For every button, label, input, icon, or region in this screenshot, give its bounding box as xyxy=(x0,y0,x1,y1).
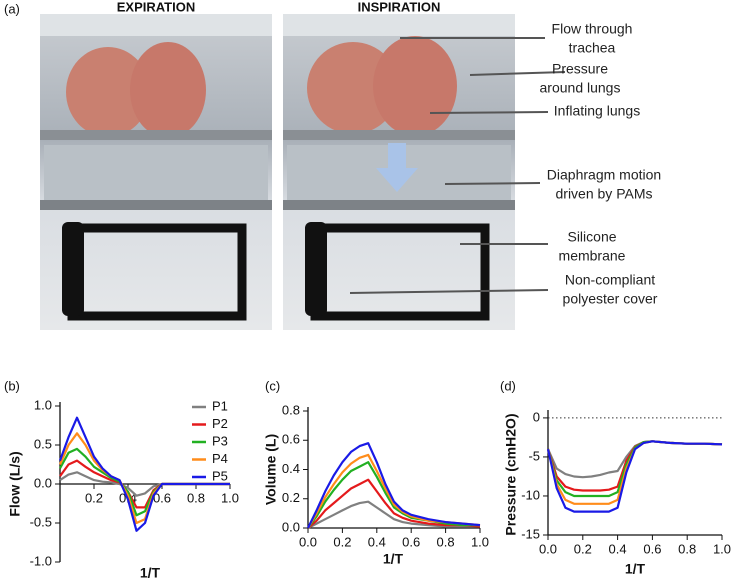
x-tick-label: 0.4 xyxy=(368,534,386,549)
photo-expiration xyxy=(40,14,272,330)
x-tick-label: 0.8 xyxy=(437,534,455,549)
legend-label: P3 xyxy=(212,433,228,448)
legend-label: P1 xyxy=(212,398,228,413)
y-tick-label: 0.4 xyxy=(282,461,300,476)
y-axis-title: Volume (L) xyxy=(263,434,279,505)
data-line xyxy=(546,440,723,513)
y-tick-label: 0.0 xyxy=(34,475,52,490)
photo-heading: INSPIRATION xyxy=(358,0,441,14)
data-line xyxy=(58,416,230,532)
x-tick-label: 0.6 xyxy=(643,541,661,556)
x-tick-label: 1.0 xyxy=(713,541,731,556)
x-axis-title: 1/T xyxy=(140,565,161,578)
y-axis-title: Flow (L/s) xyxy=(7,451,23,516)
legend-label: P5 xyxy=(212,468,228,483)
y-tick-label: 0.0 xyxy=(282,519,300,534)
panel-label: (c) xyxy=(265,378,280,393)
photo-inspiration xyxy=(283,14,515,330)
y-tick-label: -10 xyxy=(521,487,540,502)
y-tick-label: 0.5 xyxy=(34,436,52,451)
annotations: Flow through trachea Pressure around lungs I… xyxy=(540,21,662,307)
x-axis-title: 1/T xyxy=(625,561,646,577)
x-tick-label: 0.6 xyxy=(153,490,171,505)
y-tick-label: -0.5 xyxy=(30,514,52,529)
annotation: membrane xyxy=(559,248,626,264)
x-tick-label: 0.0 xyxy=(539,541,557,556)
annotation: Non-compliant xyxy=(565,272,655,288)
photo-heading: EXPIRATION xyxy=(117,0,196,14)
annotation: Silicone xyxy=(567,229,616,245)
y-tick-label: -1.0 xyxy=(30,553,52,568)
data-line xyxy=(307,500,480,529)
annotation: driven by PAMs xyxy=(556,186,653,202)
x-tick-label: 1.0 xyxy=(471,534,489,549)
annotation-pointers xyxy=(349,37,566,294)
annotation: Inflating lungs xyxy=(554,103,640,119)
legend-label: P4 xyxy=(212,451,228,466)
panel-label: (a) xyxy=(4,1,20,16)
chart: (c) Volume (L) 1/T 0.0 0.2 0.4 0.6 0.8 0.0 0.2 0.4… xyxy=(263,378,489,566)
annotation: Diaphragm motion xyxy=(547,167,661,183)
x-tick-label: 0.2 xyxy=(85,490,103,505)
x-axis-title: 1/T xyxy=(383,551,404,567)
x-tick-label: 0.8 xyxy=(187,490,205,505)
y-tick-label: 0.8 xyxy=(282,402,300,417)
x-tick-label: 0.2 xyxy=(574,541,592,556)
y-tick-label: -15 xyxy=(521,526,540,541)
x-tick-label: 0.4 xyxy=(609,541,627,556)
chart: (b)Flow (L/s)1/T-1.0-0.50.00.51.00.2 0.4 0… xyxy=(4,378,239,580)
y-tick-label: 1.0 xyxy=(34,397,52,412)
x-tick-label: 0.8 xyxy=(678,541,696,556)
y-tick-label: 0.2 xyxy=(282,490,300,505)
y-tick-label: 0 xyxy=(533,409,540,424)
panel-label: (d) xyxy=(500,378,516,393)
x-tick-label: 0.6 xyxy=(402,534,420,549)
annotation: Pressure xyxy=(552,61,608,77)
annotation: around lungs xyxy=(540,80,621,96)
y-tick-label: 0.6 xyxy=(282,432,300,447)
data-line xyxy=(307,478,481,529)
x-tick-label: 1.0 xyxy=(221,490,239,505)
y-axis-title: Pressure (cmH2O) xyxy=(503,413,519,535)
x-tick-label: 0.0 xyxy=(299,534,317,549)
annotation: trachea xyxy=(569,40,616,56)
y-tick-label: -5 xyxy=(528,448,540,463)
data-line xyxy=(307,442,481,529)
chart: (d) Pressure (cmH2O) 1/T -15 -10 -5 0 0.0 0.2 0.4… xyxy=(500,378,731,576)
x-tick-label: 0.2 xyxy=(333,534,351,549)
legend-label: P2 xyxy=(212,416,228,431)
panel-label: (b) xyxy=(4,378,20,393)
annotation: Flow through xyxy=(552,21,633,37)
annotation: polyester cover xyxy=(563,291,658,307)
